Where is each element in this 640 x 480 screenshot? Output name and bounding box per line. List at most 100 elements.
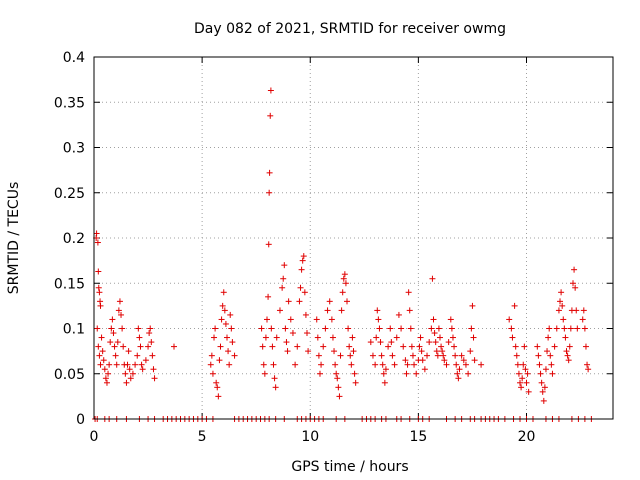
data-point [149, 352, 156, 359]
data-point [285, 298, 292, 305]
data-point [120, 343, 127, 350]
data-point [318, 361, 325, 368]
data-point [471, 357, 478, 364]
data-point [328, 316, 335, 323]
data-point [137, 343, 144, 350]
data-point [259, 343, 266, 350]
data-point [339, 289, 346, 296]
data-point [127, 375, 134, 382]
data-point [572, 284, 579, 291]
data-point [315, 352, 322, 359]
data-point [408, 343, 415, 350]
data-point [271, 375, 278, 382]
data-point [432, 339, 439, 346]
data-point [418, 348, 425, 355]
y-tick-label: 0.4 [63, 50, 85, 66]
data-point [101, 366, 108, 373]
data-point [378, 352, 385, 359]
x-tick-label: 5 [198, 429, 207, 445]
data-point [514, 361, 521, 368]
data-point [443, 361, 450, 368]
data-point [430, 316, 437, 323]
data-point [279, 284, 286, 291]
data-point [434, 352, 441, 359]
data-point [515, 370, 522, 377]
data-point [106, 361, 113, 368]
data-point [208, 352, 215, 359]
data-point [228, 325, 235, 332]
data-point [562, 334, 569, 341]
data-point [367, 339, 374, 346]
data-point [546, 325, 553, 332]
data-point [388, 339, 395, 346]
data-point [93, 230, 100, 237]
data-point [222, 320, 229, 327]
data-point [346, 343, 353, 350]
data-point [413, 370, 420, 377]
data-point [97, 361, 104, 368]
data-point [329, 334, 336, 341]
data-point [266, 169, 273, 176]
y-tick-label: 0.3 [63, 141, 85, 157]
data-point [519, 375, 526, 382]
data-point [211, 334, 218, 341]
data-point [455, 375, 462, 382]
data-point [134, 352, 141, 359]
data-point [148, 339, 155, 346]
data-point [460, 357, 467, 364]
data-point [112, 352, 119, 359]
data-point [428, 325, 435, 332]
data-point [407, 325, 414, 332]
data-point [453, 361, 460, 368]
data-point [333, 370, 340, 377]
data-point [270, 361, 277, 368]
data-point [452, 352, 459, 359]
data-point [337, 352, 344, 359]
data-point [221, 307, 228, 314]
data-point [301, 289, 308, 296]
data-point [581, 325, 588, 332]
data-point [287, 316, 294, 323]
data-point [261, 370, 268, 377]
data-point [212, 325, 219, 332]
data-point [304, 330, 311, 337]
data-point [299, 257, 306, 264]
data-point [331, 348, 338, 355]
data-point [114, 339, 121, 346]
data-point [449, 334, 456, 341]
data-point [220, 289, 227, 296]
data-point [559, 302, 566, 309]
data-point [338, 307, 345, 314]
data-point [585, 366, 592, 373]
data-point [341, 271, 348, 278]
data-point [403, 370, 410, 377]
data-point [107, 339, 114, 346]
data-point [215, 393, 222, 400]
x-tick-label: 15 [409, 429, 427, 445]
data-point [440, 352, 447, 359]
data-point [535, 352, 542, 359]
data-point [352, 379, 359, 386]
data-point [395, 311, 402, 318]
data-point [335, 384, 342, 391]
data-point [324, 307, 331, 314]
data-point [372, 361, 379, 368]
data-point [94, 325, 101, 332]
data-point [398, 325, 405, 332]
data-point [523, 379, 530, 386]
data-point [132, 361, 139, 368]
data-point [545, 334, 552, 341]
data-point [225, 348, 232, 355]
data-point [171, 343, 178, 350]
data-point [102, 375, 109, 382]
data-point [294, 343, 301, 350]
data-point [145, 343, 152, 350]
data-point [540, 397, 547, 404]
data-point [209, 370, 216, 377]
data-point [409, 352, 416, 359]
data-point [267, 112, 274, 119]
x-tick-label: 20 [518, 429, 536, 445]
data-point [305, 348, 312, 355]
data-point [571, 266, 578, 273]
data-point [547, 352, 554, 359]
